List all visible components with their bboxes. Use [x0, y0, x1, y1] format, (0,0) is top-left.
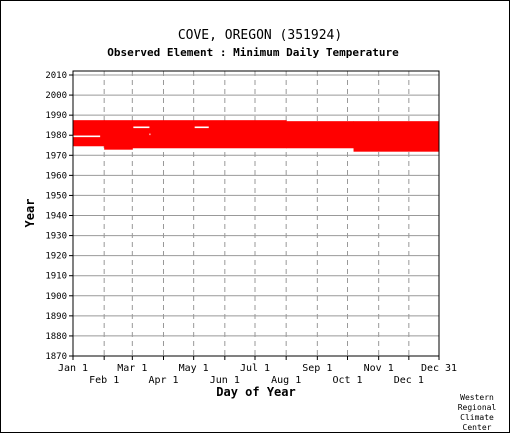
y-axis-label: Year	[23, 199, 37, 228]
x-tick-label: Jul 1	[240, 363, 270, 374]
x-tick-label: Oct 1	[332, 375, 362, 386]
y-tick-label: 1960	[45, 171, 67, 181]
credit-line: Center	[463, 423, 492, 432]
missing-data-gap	[149, 133, 151, 136]
missing-data-gap	[194, 126, 209, 129]
data-bar	[132, 120, 287, 149]
x-tick-label: Jan 1	[58, 363, 88, 374]
data-bar	[286, 121, 355, 149]
y-tick-label: 2000	[45, 91, 67, 101]
y-tick-label: 1920	[45, 252, 67, 262]
x-tick-label: Feb 1	[89, 375, 119, 386]
x-tick-label: Apr 1	[148, 375, 178, 386]
y-tick-label: 1910	[45, 272, 67, 282]
chart-title: COVE, OREGON (351924)	[178, 28, 342, 43]
x-tick-label: May 1	[179, 363, 209, 374]
y-tick-label: 1890	[45, 312, 67, 322]
data-bar	[73, 120, 105, 147]
data-bar	[104, 120, 133, 150]
chart-subtitle: Observed Element : Minimum Daily Tempera…	[107, 46, 399, 59]
axes: 1870 1880 1890 1900 1910 1920 1930 1940 1950 1960…	[45, 71, 457, 386]
x-tick-label: Jun 1	[210, 375, 240, 386]
credit-line: Western	[460, 393, 494, 402]
y-tick-label: 1880	[45, 332, 67, 342]
missing-data-gap	[73, 135, 101, 138]
plot-area	[72, 70, 440, 357]
x-tick-label: Mar 1	[117, 363, 147, 374]
y-tick-label: 1990	[45, 111, 67, 121]
y-tick-label: 1940	[45, 212, 67, 222]
x-tick-label: Dec 31	[421, 363, 457, 374]
y-tick-label: 1900	[45, 292, 67, 302]
y-tick-label: 1870	[45, 352, 67, 362]
y-tick-label: 1970	[45, 151, 67, 161]
y-tick-label: 1980	[45, 131, 67, 141]
x-tick-label: Sep 1	[302, 363, 332, 374]
x-tick-label: Aug 1	[271, 375, 301, 386]
x-tick-label: Nov 1	[364, 363, 394, 374]
x-tick-label: Dec 1	[394, 375, 424, 386]
credit-line: Regional	[458, 403, 497, 412]
credit-line: Climate	[460, 413, 494, 422]
data-series	[73, 120, 440, 152]
y-tick-label: 2010	[45, 71, 67, 81]
missing-data-gap	[133, 126, 150, 129]
data-bar	[353, 121, 440, 152]
x-axis-label: Day of Year	[216, 385, 295, 399]
grid	[73, 71, 439, 356]
y-tick-label: 1930	[45, 232, 67, 242]
y-tick-label: 1950	[45, 191, 67, 201]
